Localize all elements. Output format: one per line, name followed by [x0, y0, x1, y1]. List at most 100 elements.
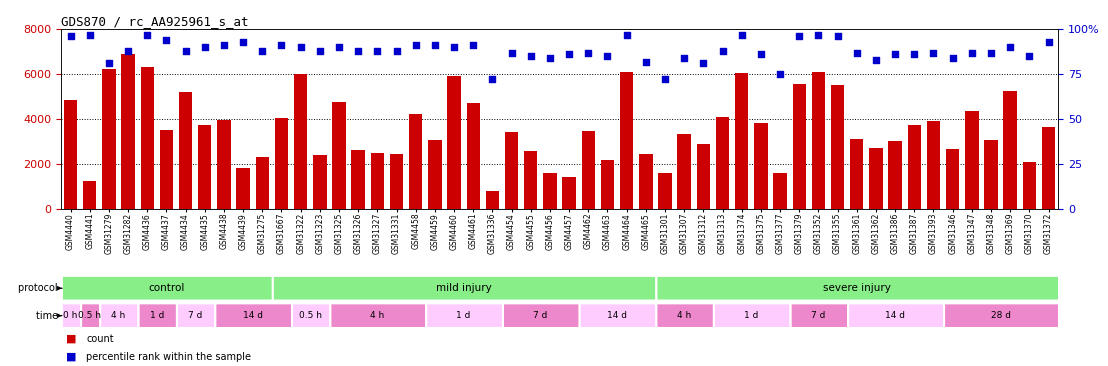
- Point: [1002, 44, 1019, 50]
- Text: percentile rank within the sample: percentile rank within the sample: [86, 352, 252, 362]
- Point: [464, 42, 482, 48]
- Text: mild injury: mild injury: [435, 283, 492, 293]
- Point: [407, 42, 424, 48]
- Text: 4 h: 4 h: [370, 311, 384, 320]
- Bar: [543, 173, 556, 209]
- Bar: [946, 149, 960, 209]
- Bar: [256, 157, 269, 209]
- Point: [138, 32, 156, 38]
- Text: 1 d: 1 d: [150, 311, 164, 320]
- Bar: [1004, 91, 1017, 209]
- Bar: [141, 67, 154, 209]
- Text: time: time: [35, 311, 61, 321]
- Bar: [409, 115, 422, 209]
- Point: [675, 55, 694, 61]
- Text: 14 d: 14 d: [607, 311, 627, 320]
- Point: [810, 32, 828, 38]
- FancyBboxPatch shape: [293, 303, 330, 328]
- Bar: [965, 111, 978, 209]
- FancyBboxPatch shape: [215, 303, 293, 328]
- Bar: [831, 85, 844, 209]
- FancyBboxPatch shape: [177, 303, 215, 328]
- FancyBboxPatch shape: [848, 303, 944, 328]
- FancyBboxPatch shape: [656, 303, 714, 328]
- Point: [886, 52, 904, 57]
- Bar: [236, 168, 249, 209]
- Point: [752, 52, 770, 57]
- Bar: [563, 177, 576, 209]
- Point: [541, 55, 558, 61]
- Point: [1039, 39, 1057, 45]
- Point: [273, 42, 290, 48]
- Text: GDS870 / rc_AA925961_s_at: GDS870 / rc_AA925961_s_at: [61, 15, 248, 28]
- Bar: [83, 180, 96, 209]
- Point: [120, 48, 137, 54]
- Point: [714, 48, 731, 54]
- Point: [215, 42, 233, 48]
- Text: 7 d: 7 d: [811, 311, 825, 320]
- Bar: [735, 73, 748, 209]
- Point: [388, 48, 406, 54]
- Point: [369, 48, 387, 54]
- Bar: [351, 150, 365, 209]
- Bar: [198, 124, 212, 209]
- Text: 1 d: 1 d: [745, 311, 759, 320]
- Point: [483, 76, 501, 82]
- Bar: [773, 173, 787, 209]
- Point: [445, 44, 463, 50]
- Point: [349, 48, 367, 54]
- Bar: [275, 118, 288, 209]
- FancyBboxPatch shape: [714, 303, 791, 328]
- Point: [330, 44, 348, 50]
- Bar: [371, 153, 384, 209]
- Bar: [812, 72, 825, 209]
- Text: 14 d: 14 d: [885, 311, 905, 320]
- Bar: [926, 121, 941, 209]
- FancyBboxPatch shape: [330, 303, 427, 328]
- Point: [234, 39, 252, 45]
- FancyBboxPatch shape: [503, 303, 579, 328]
- FancyBboxPatch shape: [62, 276, 273, 300]
- Point: [291, 44, 309, 50]
- Point: [196, 44, 214, 50]
- Text: 7 d: 7 d: [188, 311, 203, 320]
- Bar: [889, 141, 902, 209]
- Bar: [850, 139, 863, 209]
- Text: ■: ■: [66, 333, 76, 344]
- Point: [732, 32, 750, 38]
- Text: 4 h: 4 h: [677, 311, 691, 320]
- Point: [176, 48, 195, 54]
- Point: [848, 50, 865, 56]
- Bar: [314, 155, 327, 209]
- Point: [963, 50, 981, 56]
- Point: [100, 60, 117, 66]
- Bar: [1023, 161, 1036, 209]
- Text: 0.5 h: 0.5 h: [299, 311, 321, 320]
- Bar: [217, 120, 230, 209]
- FancyBboxPatch shape: [273, 276, 656, 300]
- Text: 14 d: 14 d: [243, 311, 263, 320]
- Bar: [870, 148, 883, 209]
- Text: 0 h: 0 h: [63, 311, 78, 320]
- Point: [561, 52, 578, 57]
- Bar: [755, 123, 768, 209]
- Bar: [485, 191, 499, 209]
- Point: [425, 42, 443, 48]
- FancyBboxPatch shape: [62, 303, 81, 328]
- Bar: [505, 132, 519, 209]
- Bar: [294, 74, 307, 209]
- FancyBboxPatch shape: [656, 276, 1059, 300]
- Bar: [582, 131, 595, 209]
- Bar: [601, 160, 614, 209]
- Point: [503, 50, 521, 56]
- Point: [1020, 53, 1038, 59]
- Text: 4 h: 4 h: [111, 311, 125, 320]
- Text: 0.5 h: 0.5 h: [79, 311, 101, 320]
- Point: [81, 32, 99, 38]
- Bar: [102, 68, 115, 209]
- Bar: [448, 76, 461, 209]
- Bar: [466, 103, 480, 209]
- Bar: [178, 92, 193, 209]
- Point: [618, 32, 636, 38]
- Point: [254, 48, 271, 54]
